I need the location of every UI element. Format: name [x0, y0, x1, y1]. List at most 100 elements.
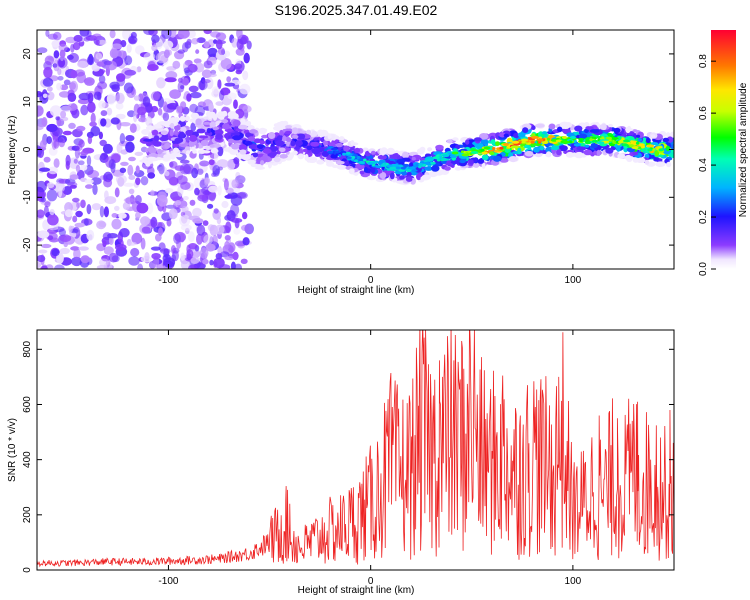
- spectrogram-noise-cell: [169, 89, 182, 99]
- spectrogram-ridge-cell: [252, 152, 258, 158]
- spectrogram-noise-cell: [224, 194, 234, 199]
- spectrogram-noise-cell: [102, 174, 108, 182]
- spectrogram-ridge-cell: [343, 145, 350, 152]
- spectrogram-noise-cell: [216, 216, 222, 225]
- spectrogram-noise-cell: [135, 177, 141, 186]
- spectrogram-ridge-cell: [275, 139, 285, 147]
- spectrogram-noise-cell: [220, 58, 232, 70]
- spectrogram-ridge-cell: [625, 126, 631, 134]
- colorbar-tick-label: 0.6: [698, 106, 709, 120]
- snr-y-tick-label: 400: [22, 451, 33, 468]
- spectrogram-noise-cell: [68, 225, 73, 233]
- spectrogram-noise-cell: [72, 42, 81, 51]
- spectrogram-noise-cell: [40, 196, 46, 203]
- spectrogram-noise-cell: [42, 77, 54, 87]
- spectrogram-ridge-cell: [401, 171, 408, 176]
- spectrogram-noise-cell: [53, 140, 60, 149]
- spectrogram-noise-cell: [37, 47, 48, 54]
- spectrogram-noise-cell: [37, 124, 44, 131]
- spectrogram-ridge-cell: [477, 158, 485, 164]
- spectrogram-ridge-cell: [637, 138, 643, 142]
- spectrogram-noise-cell: [85, 184, 93, 189]
- spectrogram-noise-cell: [60, 110, 67, 119]
- spectrogram-noise-cell: [208, 159, 215, 166]
- spectrogram-ridge-cell: [359, 170, 365, 175]
- spectrogram-ridge-cell: [213, 115, 217, 121]
- spectrogram-ridge-cell: [450, 160, 460, 164]
- spectrogram-ridge-cell: [650, 134, 656, 138]
- spectrogram-noise-cell: [115, 243, 127, 251]
- spectrogram-noise-cell: [99, 139, 107, 147]
- spectrogram-peak-cell: [652, 148, 656, 152]
- spectrogram-noise-cell: [186, 38, 192, 46]
- spectrogram-noise-cell: [203, 60, 213, 69]
- spectrogram-noise-cell: [157, 107, 163, 116]
- spectrogram-peak-cell: [374, 160, 379, 164]
- spectrogram-noise-cell: [115, 92, 125, 104]
- spectrogram-noise-cell: [47, 235, 54, 240]
- spectrogram-peak-cell: [630, 140, 634, 144]
- spectrogram-image: [37, 30, 674, 269]
- spectrogram-noise-cell: [42, 93, 48, 99]
- spectrogram-ridge-cell: [339, 136, 345, 141]
- spectrogram-noise-cell: [109, 30, 116, 39]
- spectrogram-noise-cell: [203, 234, 214, 245]
- spectrogram-peak-cell: [449, 154, 457, 158]
- spectrogram-noise-cell: [126, 44, 132, 53]
- spectrogram-ridge-cell: [589, 126, 594, 131]
- spectrogram-noise-cell: [120, 161, 129, 166]
- spectrogram-ridge-cell: [173, 129, 179, 135]
- spectrogram-ridge-cell: [366, 175, 377, 181]
- spectrogram-noise-cell: [75, 164, 81, 173]
- spectrogram-ridge-cell: [533, 146, 540, 153]
- spectrogram-noise-cell: [188, 85, 199, 93]
- spectrogram-noise-cell: [80, 150, 88, 156]
- spectrogram-ridge-cell: [335, 142, 343, 148]
- spectrogram-y-tick-label: 0: [22, 146, 33, 152]
- spectrogram-ridge-cell: [292, 150, 298, 156]
- spectrogram-peak-cell: [657, 145, 663, 149]
- spectrogram-ridge-cell: [224, 133, 230, 139]
- spectrogram-peak-cell: [638, 146, 642, 150]
- spectrogram-noise-cell: [47, 214, 59, 226]
- spectrogram-noise-cell: [73, 34, 83, 43]
- spectrogram-noise-cell: [147, 172, 156, 179]
- spectrogram-noise-cell: [196, 224, 206, 236]
- spectrogram-noise-cell: [159, 248, 171, 254]
- spectrogram-noise-cell: [98, 131, 103, 140]
- spectrogram-peak-cell: [356, 156, 360, 160]
- spectrogram-ridge-cell: [206, 128, 212, 134]
- colorbar-tick-label: 0.4: [698, 158, 709, 172]
- spectrogram-peak-cell: [351, 156, 356, 159]
- spectrogram-noise-cell: [87, 30, 92, 38]
- spectrogram-ridge-cell: [431, 165, 440, 172]
- spectrogram-peak-cell: [480, 148, 485, 152]
- spectrogram-noise-cell: [43, 156, 51, 163]
- spectrogram-peak-cell: [561, 136, 568, 139]
- spectrogram-noise-cell: [156, 194, 168, 207]
- spectrogram-noise-cell: [108, 159, 116, 170]
- spectrogram-noise-cell: [38, 190, 47, 199]
- spectrogram-peak-cell: [380, 163, 388, 167]
- spectrogram-ridge-cell: [503, 133, 509, 138]
- spectrogram-ridge-cell: [504, 147, 511, 153]
- spectrogram-ridge-cell: [330, 154, 338, 159]
- spectrogram-ridge-cell: [379, 172, 387, 179]
- spectrogram-ridge-cell: [420, 175, 431, 181]
- spectrogram-noise-cell: [37, 261, 41, 269]
- spectrogram-noise-cell: [108, 252, 119, 263]
- colorbar: 0.0 0.2 0.4 0.6 0.8 Normalized spectral ampl…: [698, 30, 749, 276]
- spectrogram-noise-cell: [151, 34, 160, 43]
- spectrogram-ridge-cell: [635, 134, 641, 138]
- spectrogram-ridge-cell: [239, 149, 247, 155]
- spectrogram-noise-cell: [44, 55, 55, 66]
- spectrogram-ridge-cell: [363, 167, 368, 173]
- spectrogram-noise-cell: [111, 218, 122, 230]
- spectrogram-noise-cell: [119, 228, 130, 238]
- spectrogram-noise-cell: [115, 113, 126, 120]
- spectrogram-ridge-cell: [579, 133, 588, 139]
- spectrogram-ridge-cell: [304, 153, 309, 161]
- spectrogram-ridge-cell: [258, 127, 267, 135]
- snr-y-tick-label: 800: [22, 341, 33, 358]
